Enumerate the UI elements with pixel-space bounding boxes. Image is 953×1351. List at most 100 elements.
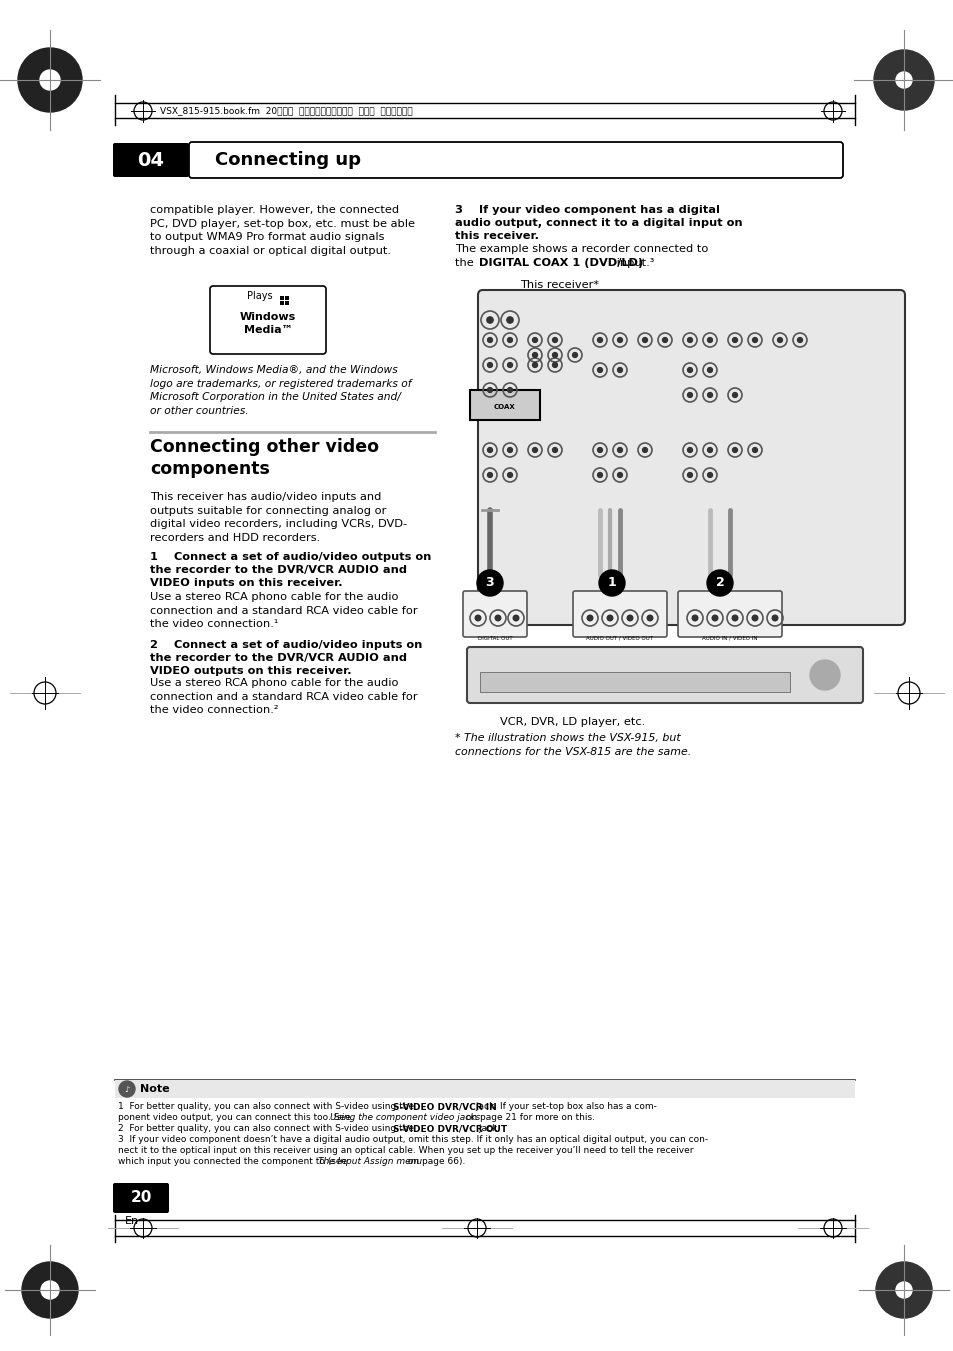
Text: This receiver has audio/video inputs and
outputs suitable for connecting analog : This receiver has audio/video inputs and… [150, 492, 407, 543]
Text: Connecting other video
components: Connecting other video components [150, 438, 378, 477]
Text: on page 66).: on page 66). [405, 1156, 465, 1166]
Circle shape [617, 338, 621, 342]
Circle shape [617, 367, 621, 373]
Circle shape [487, 388, 492, 392]
Text: AUDIO OUT / VIDEO OUT: AUDIO OUT / VIDEO OUT [586, 635, 653, 640]
Text: VCR, DVR, LD player, etc.: VCR, DVR, LD player, etc. [499, 717, 644, 727]
Text: jack. If your set-top box also has a com-: jack. If your set-top box also has a com… [473, 1102, 657, 1111]
Circle shape [687, 393, 692, 397]
Circle shape [752, 447, 757, 453]
Circle shape [119, 1081, 135, 1097]
Text: the: the [455, 258, 476, 267]
Circle shape [752, 338, 757, 342]
Circle shape [495, 615, 500, 621]
Circle shape [552, 362, 557, 367]
Circle shape [532, 362, 537, 367]
Circle shape [732, 338, 737, 342]
Text: Note: Note [140, 1084, 170, 1094]
Text: ponent video output, you can connect this too. See: ponent video output, you can connect thi… [118, 1113, 354, 1121]
Circle shape [712, 615, 717, 621]
Text: COAX: COAX [494, 404, 516, 409]
Circle shape [487, 362, 492, 367]
Circle shape [587, 615, 592, 621]
Bar [470, 390, 539, 420]
FancyBboxPatch shape [210, 286, 326, 354]
Circle shape [809, 661, 840, 690]
Circle shape [771, 615, 777, 621]
Text: VSX_815-915.book.fm  20ページ  ２００４年１２月８日  水曜日  午後４時３分: VSX_815-915.book.fm 20ページ ２００４年１２月８日 水曜日… [160, 107, 413, 115]
Circle shape [552, 353, 557, 358]
Circle shape [707, 447, 712, 453]
Text: 2  For better quality, you can also connect with S-video using the: 2 For better quality, you can also conne… [118, 1124, 416, 1133]
FancyBboxPatch shape [112, 1183, 169, 1213]
Text: En: En [125, 1216, 139, 1225]
Circle shape [606, 615, 612, 621]
Circle shape [476, 570, 502, 596]
Circle shape [507, 338, 512, 342]
Text: S-VIDEO DVR/VCR OUT: S-VIDEO DVR/VCR OUT [393, 1124, 507, 1133]
Circle shape [532, 447, 537, 453]
FancyBboxPatch shape [462, 590, 526, 638]
Circle shape [777, 338, 781, 342]
Circle shape [732, 393, 737, 397]
Text: nect it to the optical input on this receiver using an optical cable. When you s: nect it to the optical input on this rec… [118, 1146, 693, 1155]
Circle shape [597, 367, 601, 373]
Bar [479, 671, 789, 692]
Circle shape [661, 338, 667, 342]
Bar [115, 1079, 854, 1098]
Text: Media™: Media™ [243, 326, 292, 335]
Text: Windows: Windows [239, 312, 295, 322]
Circle shape [687, 367, 692, 373]
Text: 1: 1 [607, 577, 616, 589]
Circle shape [707, 473, 712, 477]
Bar [280, 296, 284, 300]
Text: 1    Connect a set of audio/video outputs on
the recorder to the DVR/VCR AUDIO a: 1 Connect a set of audio/video outputs o… [150, 553, 431, 588]
Text: compatible player. However, the connected
PC, DVD player, set-top box, etc. must: compatible player. However, the connecte… [150, 205, 415, 255]
Circle shape [687, 338, 692, 342]
Text: 20: 20 [131, 1190, 152, 1205]
Bar [285, 296, 289, 300]
Circle shape [507, 388, 512, 392]
Circle shape [646, 615, 652, 621]
Text: Use a stereo RCA phono cable for the audio
connection and a standard RCA video c: Use a stereo RCA phono cable for the aud… [150, 592, 417, 630]
Circle shape [707, 367, 712, 373]
Circle shape [687, 473, 692, 477]
Circle shape [41, 1281, 59, 1300]
Text: 3: 3 [485, 577, 494, 589]
Circle shape [692, 615, 697, 621]
Circle shape [507, 447, 512, 453]
Circle shape [707, 393, 712, 397]
Circle shape [895, 72, 911, 88]
FancyBboxPatch shape [477, 290, 904, 626]
Circle shape [895, 1282, 911, 1298]
Circle shape [597, 473, 601, 477]
Text: 2    Connect a set of audio/video inputs on
the recorder to the DVR/VCR AUDIO an: 2 Connect a set of audio/video inputs on… [150, 640, 422, 676]
Text: Microsoft, Windows Media®, and the Windows
logo are trademarks, or registered tr: Microsoft, Windows Media®, and the Windo… [150, 365, 411, 416]
Text: 1  For better quality, you can also connect with S-video using the: 1 For better quality, you can also conne… [118, 1102, 416, 1111]
Circle shape [487, 447, 492, 453]
Bar [280, 301, 284, 305]
Circle shape [513, 615, 518, 621]
Text: which input you connected the component to (see: which input you connected the component … [118, 1156, 350, 1166]
Circle shape [732, 447, 737, 453]
Circle shape [687, 447, 692, 453]
Text: Use a stereo RCA phono cable for the audio
connection and a standard RCA video c: Use a stereo RCA phono cable for the aud… [150, 678, 417, 715]
Text: DIGITAL COAX 1 (DVD/LD): DIGITAL COAX 1 (DVD/LD) [478, 258, 642, 267]
Circle shape [552, 338, 557, 342]
Text: S-VIDEO DVR/VCR IN: S-VIDEO DVR/VCR IN [393, 1102, 497, 1111]
FancyBboxPatch shape [573, 590, 666, 638]
Text: Connecting up: Connecting up [214, 151, 360, 169]
Text: 2: 2 [715, 577, 723, 589]
Circle shape [552, 447, 557, 453]
Circle shape [475, 615, 480, 621]
Circle shape [642, 447, 647, 453]
Circle shape [598, 570, 624, 596]
Circle shape [707, 338, 712, 342]
Circle shape [40, 70, 60, 91]
Text: The Input Assign menu: The Input Assign menu [317, 1156, 421, 1166]
Circle shape [532, 353, 537, 358]
Circle shape [797, 338, 801, 342]
Text: DIGITAL OUT: DIGITAL OUT [477, 635, 512, 640]
Text: input.³: input.³ [613, 258, 654, 267]
Circle shape [18, 49, 82, 112]
